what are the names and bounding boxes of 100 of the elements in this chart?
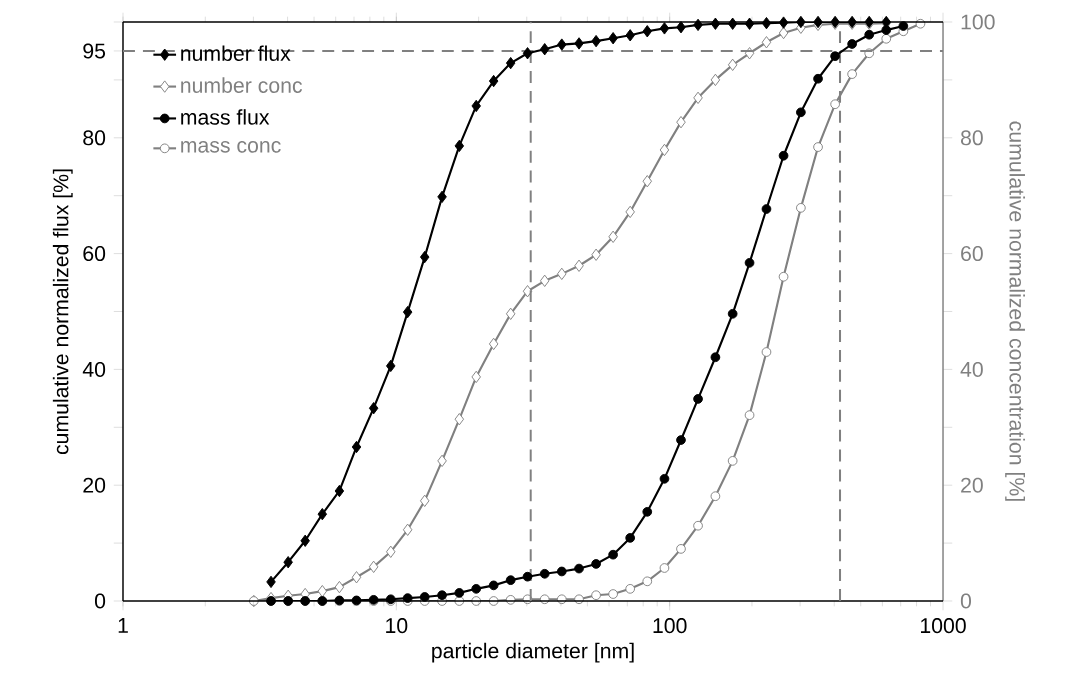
x-tick-label: 100 (653, 618, 687, 634)
point (796, 15, 806, 29)
y2-axis-title: cumulative normalized concentration [%] (1005, 121, 1025, 501)
point (574, 259, 584, 272)
point (351, 571, 362, 584)
point (505, 575, 516, 586)
point (368, 560, 379, 574)
point (437, 190, 447, 204)
point (642, 175, 653, 188)
point (317, 584, 328, 598)
point (676, 544, 686, 554)
x-tick-label: 10 (386, 618, 408, 634)
y-tick-label: 40 (82, 361, 106, 377)
point (830, 99, 840, 110)
point (642, 506, 653, 517)
point (266, 575, 276, 589)
legend-label: number conc (181, 77, 303, 93)
y2-tick-label: 100 (961, 14, 995, 30)
point (608, 549, 618, 560)
point (710, 352, 721, 363)
point (591, 248, 601, 261)
point (522, 47, 533, 60)
point (505, 56, 516, 70)
point (625, 583, 636, 594)
y2-tick-label: 40 (960, 361, 983, 377)
y-tick-label: 60 (83, 246, 106, 262)
point (386, 545, 396, 558)
point (557, 38, 567, 51)
point (864, 29, 875, 40)
point (778, 271, 789, 282)
point (881, 25, 892, 35)
point (727, 308, 738, 319)
point (402, 305, 413, 319)
point (778, 26, 789, 40)
point (351, 440, 362, 454)
point (591, 590, 601, 601)
point (556, 566, 567, 577)
point (625, 29, 635, 42)
y2-tick-label: 0 (960, 593, 972, 609)
point (522, 571, 533, 582)
point (898, 21, 909, 31)
point (778, 16, 789, 29)
point (625, 205, 635, 219)
point (710, 73, 721, 87)
point (659, 473, 670, 484)
point (386, 359, 396, 373)
point (761, 347, 772, 357)
point (437, 454, 447, 468)
point (591, 559, 601, 569)
point (608, 32, 618, 45)
point (830, 51, 840, 62)
y2-tick-label: 60 (961, 246, 983, 262)
point (454, 588, 465, 598)
point (539, 43, 550, 56)
point (454, 413, 465, 426)
point (334, 484, 345, 498)
point (368, 402, 379, 415)
point (419, 592, 430, 602)
point (488, 580, 499, 591)
point (727, 58, 738, 72)
x-axis-title: particle diameter [nm] (432, 642, 634, 663)
point (505, 307, 516, 320)
point (574, 563, 584, 574)
point (761, 204, 772, 214)
point (488, 337, 499, 351)
point (608, 230, 618, 243)
point (881, 33, 892, 44)
point (727, 17, 738, 30)
point (317, 507, 328, 521)
point (693, 394, 703, 404)
point (693, 91, 703, 105)
point (796, 107, 806, 118)
point (676, 435, 686, 445)
point (744, 17, 755, 30)
point (591, 34, 601, 48)
point (676, 115, 686, 129)
point (488, 74, 499, 88)
point (402, 523, 413, 536)
legend-label: mass flux (181, 109, 270, 125)
point (283, 556, 293, 569)
point (659, 22, 670, 35)
y2-tick-label: 20 (961, 477, 983, 493)
point (796, 203, 806, 213)
point (659, 563, 670, 573)
point (813, 142, 823, 152)
point (761, 16, 772, 30)
point (642, 576, 653, 587)
legend-label: number flux (181, 45, 291, 62)
point (608, 589, 618, 599)
x-tick-label: 1 (118, 618, 128, 633)
point (437, 590, 447, 601)
point (847, 39, 857, 49)
point (761, 36, 772, 49)
y-tick-label: 0 (94, 593, 106, 609)
y-tick-label: 95 (83, 43, 106, 59)
point (710, 491, 721, 502)
point (642, 25, 653, 38)
point (471, 583, 482, 594)
y-axis-title: cumulative normalized flux [%] (52, 169, 73, 455)
point (471, 370, 481, 384)
